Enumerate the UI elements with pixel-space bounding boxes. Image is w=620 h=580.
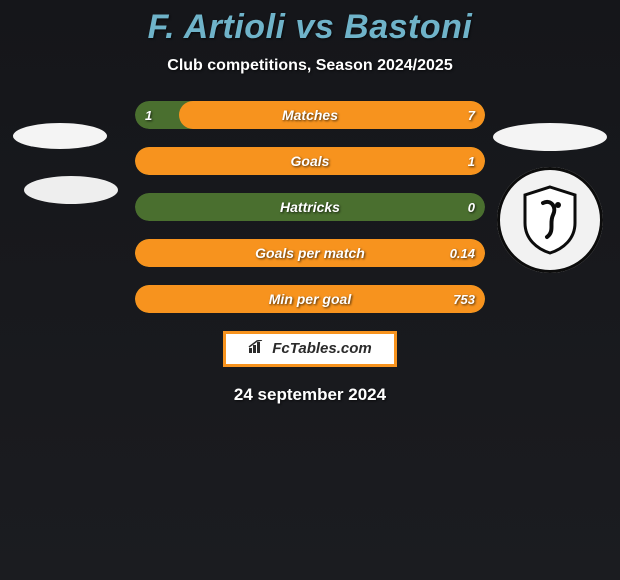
source-badge-text: FcTables.com (272, 340, 371, 357)
stat-row: Matches1 7 (135, 101, 485, 129)
source-badge: FcTables.com (0, 331, 620, 367)
stat-row: Goals per match0.14 (135, 239, 485, 267)
shield-icon (521, 185, 579, 255)
club-crest-right (497, 167, 603, 273)
stat-rows: Matches17Goals1Hattricks0Goals per match… (135, 101, 485, 313)
stat-row-label: Hattricks (135, 193, 485, 221)
stat-row: Hattricks0 (135, 193, 485, 221)
decor-ellipse-left-small (24, 176, 118, 204)
bar-chart-icon (248, 340, 266, 358)
stat-row-label: Min per goal (135, 285, 485, 313)
stat-row-value-right: 0.14 (440, 239, 485, 267)
stat-row-label: Matches (135, 101, 485, 129)
source-badge-box: FcTables.com (223, 331, 396, 367)
stat-row-label: Goals per match (135, 239, 485, 267)
subtitle: Club competitions, Season 2024/2025 (0, 57, 620, 75)
stat-row-value-right: 7 (458, 101, 485, 129)
stat-row: Goals1 (135, 147, 485, 175)
stat-row-value-left: 1 (135, 101, 162, 129)
stat-row-value-right: 1 (458, 147, 485, 175)
stat-row-value-right: 0 (458, 193, 485, 221)
date-text: 24 september 2024 (0, 385, 620, 405)
decor-ellipse-left-top (13, 123, 107, 149)
stat-row: Min per goal753 (135, 285, 485, 313)
decor-ellipse-right-top (493, 123, 607, 151)
stat-row-label: Goals (135, 147, 485, 175)
page-title: F. Artioli vs Bastoni (0, 0, 620, 47)
stat-row-value-right: 753 (443, 285, 485, 313)
